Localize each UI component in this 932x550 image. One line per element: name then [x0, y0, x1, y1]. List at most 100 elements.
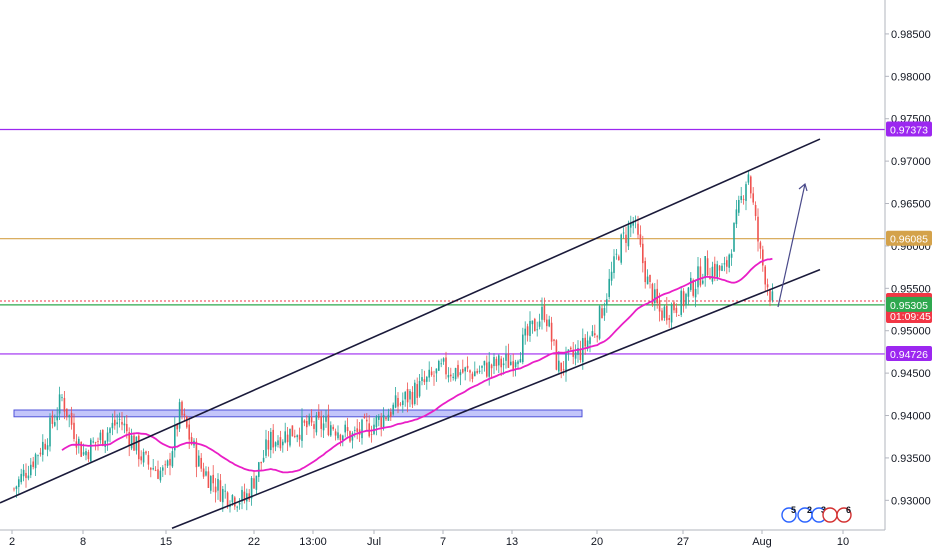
candle-body	[562, 369, 565, 370]
candle-body	[442, 358, 445, 362]
candle-body	[685, 293, 687, 306]
candle-body	[385, 417, 387, 420]
candle-body	[589, 337, 591, 344]
candle-body	[620, 234, 622, 263]
candle-body	[303, 420, 306, 423]
candle-body	[46, 445, 49, 450]
candle-body	[594, 333, 596, 336]
candle-body	[656, 288, 658, 304]
candle-body	[711, 266, 714, 282]
candle-body	[212, 474, 214, 484]
candle-body	[469, 370, 471, 373]
candle-body	[591, 331, 594, 336]
candle-body	[466, 365, 469, 369]
candle-body	[243, 491, 246, 501]
candle-body	[147, 455, 150, 465]
candle-body	[464, 367, 466, 372]
moving-average-line	[61, 257, 773, 474]
candle-body	[270, 431, 272, 451]
candle-body	[190, 437, 193, 445]
candle-body	[610, 271, 613, 281]
candle-body	[109, 428, 111, 434]
event-badge-count: 6	[846, 505, 851, 515]
candle-body	[202, 468, 205, 477]
candle-body	[692, 279, 694, 296]
candle-body	[248, 493, 250, 500]
price-tick-label: 0.95000	[891, 326, 931, 338]
candle-body	[135, 436, 138, 451]
price-tag-label-3: 0.95305	[890, 300, 928, 312]
candle-body	[42, 441, 44, 455]
candle-body	[397, 397, 399, 407]
candle-body	[174, 424, 176, 451]
candle-body	[296, 435, 298, 438]
candle-body	[639, 234, 642, 245]
candle-body	[555, 340, 558, 370]
candle-body	[493, 357, 495, 367]
candle-body	[265, 439, 267, 456]
price-tick-label: 0.96500	[891, 199, 931, 211]
candle-body	[666, 305, 668, 321]
candle-body	[565, 351, 567, 373]
moving-average-layer	[61, 257, 773, 474]
time-tick-label: Aug	[752, 536, 772, 548]
time-tick-label: 7	[440, 536, 446, 548]
candle-body	[128, 432, 130, 447]
candle-body	[200, 457, 202, 469]
candle-body	[142, 451, 145, 463]
candle-body	[217, 478, 219, 491]
candle-body	[330, 425, 332, 436]
candle-body	[553, 339, 555, 341]
candle-body	[286, 434, 289, 443]
candle-body	[440, 363, 442, 365]
candle-body	[402, 400, 404, 406]
candle-body	[502, 363, 505, 366]
candle-body	[37, 455, 39, 457]
candle-body	[97, 441, 99, 442]
event-badge-flag-icon	[836, 507, 852, 523]
price-axis[interactable]: 0.985000.980000.975000.970000.965000.960…	[884, 0, 931, 530]
candle-body	[742, 198, 745, 200]
price-tags-layer: 0.973730.960850.9535001:09:450.953050.94…	[886, 121, 932, 361]
candle-body	[294, 435, 296, 437]
time-axis[interactable]: 2 8 15 22 13:00 Jul 7 13 20 27 Aug 10	[0, 529, 885, 548]
candle-body	[430, 371, 433, 376]
candle-body	[457, 364, 459, 377]
candle-body	[495, 358, 498, 367]
candle-body	[618, 256, 620, 261]
candle-body	[104, 440, 106, 447]
candle-body	[39, 452, 42, 455]
candle-body	[572, 350, 574, 357]
candle-body	[613, 256, 615, 273]
candle-body	[637, 223, 639, 235]
candle-body	[526, 326, 529, 336]
candle-body	[267, 440, 270, 450]
candle-body	[747, 174, 750, 183]
candle-body	[582, 338, 584, 363]
candle-body	[745, 184, 747, 201]
candle-body	[130, 435, 133, 449]
price-tag-4	[886, 345, 932, 361]
candle-body	[721, 265, 723, 271]
candle-body	[459, 372, 462, 376]
candle-body	[426, 376, 428, 382]
candle-body	[140, 456, 142, 461]
candle-body	[550, 322, 553, 342]
candle-body	[548, 319, 550, 327]
candle-body	[644, 261, 646, 283]
candle-body	[534, 318, 536, 332]
event-badge-3	[822, 507, 838, 523]
candle-body	[603, 308, 606, 316]
candle-body	[229, 505, 231, 508]
candle-body	[512, 361, 514, 371]
candle-body	[558, 360, 560, 372]
candle-body	[150, 467, 152, 470]
candle-body	[205, 471, 207, 476]
candle-body	[529, 320, 531, 336]
candle-body	[222, 489, 224, 503]
candle-body	[519, 359, 522, 363]
candle-body	[90, 439, 92, 462]
candle-body	[198, 455, 200, 467]
